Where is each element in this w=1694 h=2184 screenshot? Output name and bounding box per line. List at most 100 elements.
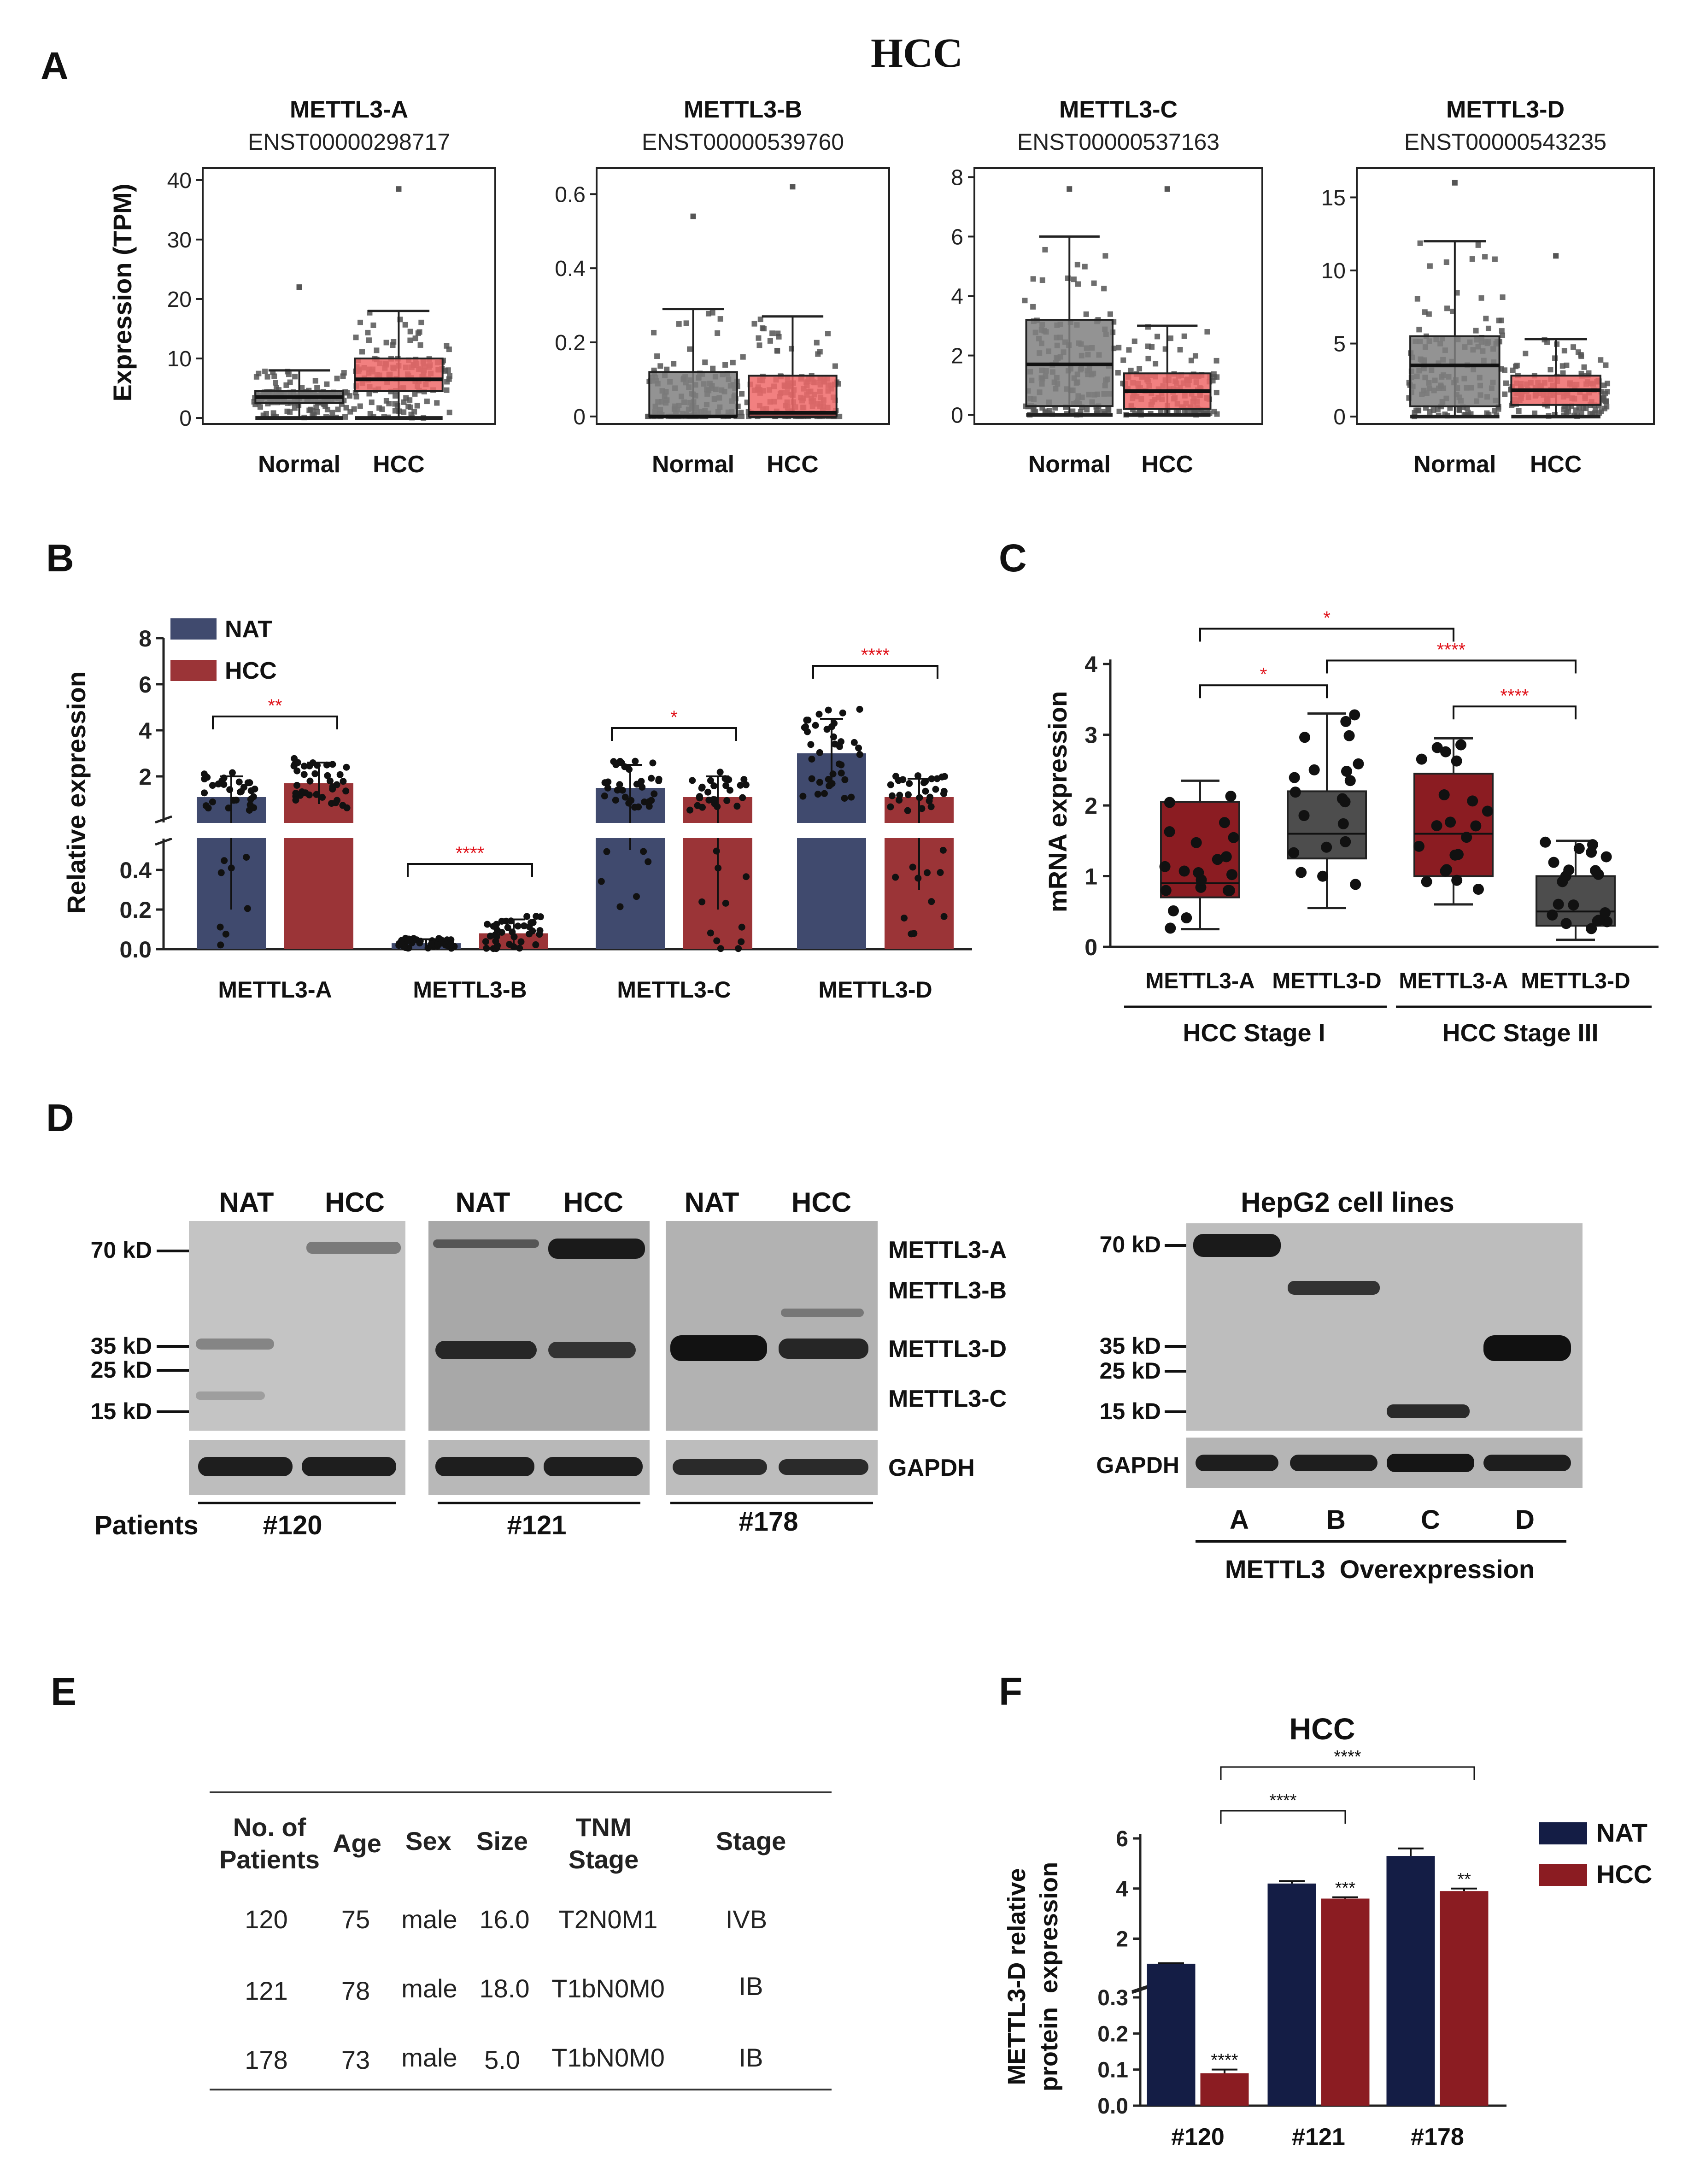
- point: [407, 337, 413, 343]
- bar-point: [202, 802, 210, 810]
- bar-point: [520, 922, 528, 929]
- hepg2-mw-70: 70 kD: [1100, 1232, 1161, 1257]
- th-patients-2: Patients: [219, 1845, 320, 1874]
- point: [386, 401, 392, 407]
- panel-b-break-1: [155, 815, 172, 824]
- band-gapdh-hepg2-d: [1483, 1455, 1571, 1471]
- panel-c-point: [1449, 849, 1461, 861]
- panel-b-sig-3: ****: [861, 645, 890, 665]
- bar-point: [645, 803, 653, 810]
- bar-point: [742, 781, 750, 788]
- bar-point: [812, 722, 819, 729]
- panel-c-sig-0: *: [1323, 608, 1331, 628]
- point: [358, 319, 363, 325]
- subplot-3-tick-label-0: 0: [1333, 405, 1346, 429]
- blot-patient-178: [666, 1221, 878, 1431]
- bar-point: [603, 848, 610, 855]
- point: [1039, 277, 1045, 283]
- bar-point: [217, 923, 224, 931]
- panel-c-point: [1308, 764, 1320, 775]
- point: [1153, 361, 1159, 367]
- bar-point: [492, 938, 499, 945]
- legend-nat-swatch: [170, 618, 217, 640]
- bar-point: [696, 794, 703, 802]
- bar-point: [343, 804, 351, 811]
- panel-c-point: [1431, 820, 1442, 832]
- point: [376, 405, 382, 411]
- panel-label-e: E: [51, 1670, 76, 1713]
- panel-c-point: [1295, 867, 1307, 878]
- point: [1571, 344, 1577, 350]
- bar-point: [229, 769, 236, 776]
- subplot-1-tick-label-0: 0: [573, 405, 586, 429]
- hepg2-lane-c: C: [1421, 1505, 1440, 1535]
- mw-35: 35 kD: [91, 1333, 152, 1359]
- bar-point: [220, 781, 228, 788]
- point: [1131, 338, 1137, 344]
- patients-label: Patients: [94, 1510, 199, 1540]
- panel-b-lower-tick-label-1: 0.2: [119, 897, 152, 923]
- panel-c-point: [1461, 832, 1472, 843]
- point: [1105, 407, 1111, 413]
- panel-c-tick-label-4: 4: [1084, 652, 1097, 677]
- point: [1502, 367, 1508, 373]
- point: [756, 335, 762, 341]
- bar-point: [815, 710, 823, 718]
- bar-point: [306, 777, 314, 785]
- panel-c-point: [1568, 899, 1579, 911]
- panel-c-point: [1340, 836, 1351, 847]
- bar-point: [217, 869, 225, 876]
- th-size: Size: [476, 1826, 528, 1855]
- subplot-1-normal-box: [648, 371, 738, 417]
- subplot-0-outlier-0-0: [296, 284, 302, 290]
- point: [1444, 305, 1450, 311]
- point: [1120, 357, 1126, 363]
- panel-c-point: [1587, 839, 1598, 851]
- panel-c-point: [1601, 916, 1613, 928]
- bar-point: [655, 775, 662, 783]
- panel-f-bar-sig-2: **: [1457, 1870, 1471, 1889]
- hepg2-caption: METTL3 Overexpression: [1225, 1555, 1535, 1584]
- point: [415, 330, 421, 336]
- bar-point: [856, 705, 863, 713]
- subplot-1-subtitle: ENST00000539760: [642, 129, 844, 155]
- point: [715, 330, 721, 336]
- bar-point: [933, 775, 941, 782]
- bar-point: [247, 796, 254, 803]
- point: [370, 322, 376, 328]
- point: [444, 343, 450, 349]
- stage-i-label: HCC Stage I: [1183, 1019, 1325, 1047]
- point: [1116, 345, 1122, 351]
- bar-point: [802, 723, 809, 730]
- point: [310, 408, 316, 414]
- panel-c-point: [1451, 755, 1462, 767]
- panel-c-point: [1289, 772, 1300, 783]
- bar-point: [616, 757, 624, 765]
- point: [1204, 329, 1210, 335]
- bar-point: [816, 779, 823, 786]
- panel-c-point: [1339, 796, 1351, 808]
- point: [418, 319, 424, 325]
- point: [292, 374, 298, 380]
- subplot-2-title: METTL3-C: [1059, 96, 1178, 123]
- point: [730, 359, 736, 365]
- point: [408, 411, 414, 417]
- point: [717, 316, 723, 322]
- panel-c-point: [1600, 907, 1611, 918]
- panel-c-point: [1178, 865, 1190, 877]
- point: [1581, 364, 1587, 370]
- band-120-nat-35kd: [196, 1339, 274, 1350]
- point: [1559, 363, 1565, 369]
- point: [1499, 328, 1505, 334]
- td-r3-size: 5.0: [484, 2045, 520, 2074]
- point: [1145, 343, 1151, 349]
- bar-point: [689, 777, 696, 784]
- point: [353, 335, 359, 341]
- td-r1-no: 120: [245, 1905, 287, 1934]
- point: [284, 408, 290, 414]
- bar-point: [610, 758, 617, 765]
- panel-a: Expression (TPM) METTL3-A ENST00000298717…: [108, 96, 1655, 478]
- panel-c-point: [1226, 869, 1237, 881]
- panel-c-point: [1349, 709, 1360, 721]
- bar-point: [928, 775, 935, 782]
